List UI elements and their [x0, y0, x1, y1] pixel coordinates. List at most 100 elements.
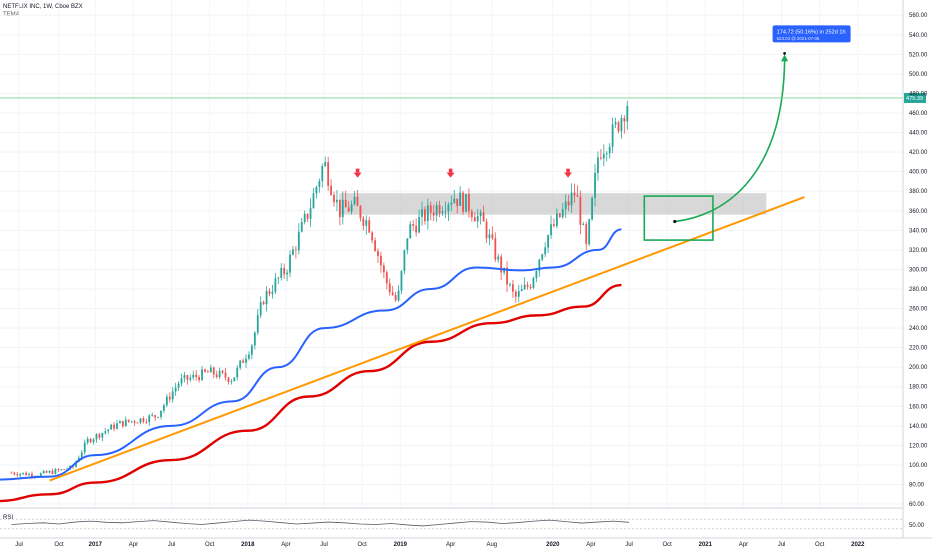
candle-body [514, 291, 517, 297]
candle-body [476, 215, 479, 222]
y-tick-label: 180.00 [909, 385, 928, 391]
candle-body [412, 224, 415, 226]
candle-body [297, 231, 300, 251]
candle-body [286, 272, 288, 275]
y-tick-label: 480.00 [909, 91, 928, 97]
candle-body [406, 238, 409, 251]
candle-body [75, 461, 77, 467]
candle-body [614, 122, 617, 125]
x-tick-label: Apr [281, 542, 290, 548]
last-price-badge [904, 92, 926, 103]
candle-body [224, 372, 227, 378]
candle-body [444, 211, 447, 213]
candle-body [620, 118, 623, 132]
candle-body [221, 370, 224, 373]
candle-body [25, 472, 27, 476]
candle-body [110, 424, 113, 430]
candle-body [594, 172, 596, 198]
x-tick-label: Oct [357, 542, 367, 548]
candle-body [397, 290, 400, 301]
candle-body [218, 370, 221, 377]
candle-body [544, 247, 547, 255]
candle-body [330, 185, 332, 195]
projection-label-box[interactable] [772, 25, 851, 43]
candle-body [526, 284, 529, 287]
candle-body [151, 415, 154, 416]
candle-body [86, 438, 89, 443]
symbol-title: NETFLIX INC, 1W, Cboe BZX [3, 4, 83, 10]
candle-body [597, 157, 599, 173]
candle-body [500, 256, 503, 273]
x-tick-label: Apr [586, 542, 595, 548]
candle-body [212, 367, 215, 375]
y-tick-label: 80.00 [909, 482, 925, 488]
candle-body [215, 374, 218, 377]
candle-body [523, 284, 526, 290]
candle-body [441, 211, 444, 214]
candle-body [168, 396, 171, 400]
candle-body [336, 199, 338, 203]
candle-body [98, 434, 101, 438]
candle-body [124, 419, 127, 427]
candle-body [391, 292, 394, 296]
support-trendline [49, 196, 805, 482]
candle-body [538, 259, 541, 272]
y-tick-label: 240.00 [909, 326, 928, 332]
candle-body [271, 291, 274, 294]
x-tick-label: 2022 [851, 542, 865, 548]
x-tick-label: 2017 [89, 542, 103, 548]
arrow-down-stem [448, 168, 453, 173]
y-tick-label: 380.00 [909, 189, 928, 195]
y-tick-label: 460.00 [909, 111, 928, 117]
candle-body [541, 254, 544, 260]
candle-body [424, 209, 426, 222]
x-tick-label: Jul [320, 542, 328, 548]
candle-body [209, 367, 212, 373]
candle-body [468, 193, 470, 212]
candle-body [529, 286, 532, 288]
candle-body [347, 207, 350, 212]
candle-body [473, 217, 476, 222]
candle-body [321, 165, 324, 182]
candle-body [553, 224, 555, 226]
candle-body [16, 474, 19, 476]
rsi-line [11, 519, 630, 527]
y-tick-label: 340.00 [909, 228, 928, 234]
candle-body [611, 124, 614, 147]
candle-body [509, 284, 511, 286]
candle-body [506, 267, 508, 285]
candle-body [356, 196, 359, 207]
candle-body [462, 192, 464, 212]
arrow-down-stem [566, 168, 570, 173]
y-tick-label: 420.00 [909, 150, 928, 156]
candle-body [564, 201, 567, 210]
candle-body [582, 224, 585, 225]
candle-body [198, 376, 201, 381]
x-tick-label: Oct [662, 542, 672, 548]
candle-body [268, 290, 271, 294]
projection-end-dot [783, 52, 786, 55]
candle-body [189, 377, 192, 380]
candle-body [497, 256, 500, 260]
candle-body [626, 105, 629, 122]
candle-body [556, 213, 558, 226]
x-tick-label: Jul [625, 542, 633, 548]
candle-body [491, 234, 494, 239]
candle-body [303, 213, 306, 223]
candle-body [350, 204, 353, 212]
candle-body [488, 234, 491, 239]
candle-body [245, 358, 247, 363]
candle-body [121, 420, 124, 427]
ma-blue-line [0, 228, 622, 481]
candle-body [22, 472, 25, 474]
candle-body [277, 277, 280, 279]
candle-body [251, 345, 253, 355]
y-tick-label: 100.00 [909, 463, 928, 469]
target-box [643, 195, 714, 241]
candle-body [561, 209, 564, 217]
candle-body [253, 332, 256, 346]
candle-body [113, 424, 115, 429]
candle-body [119, 420, 121, 424]
